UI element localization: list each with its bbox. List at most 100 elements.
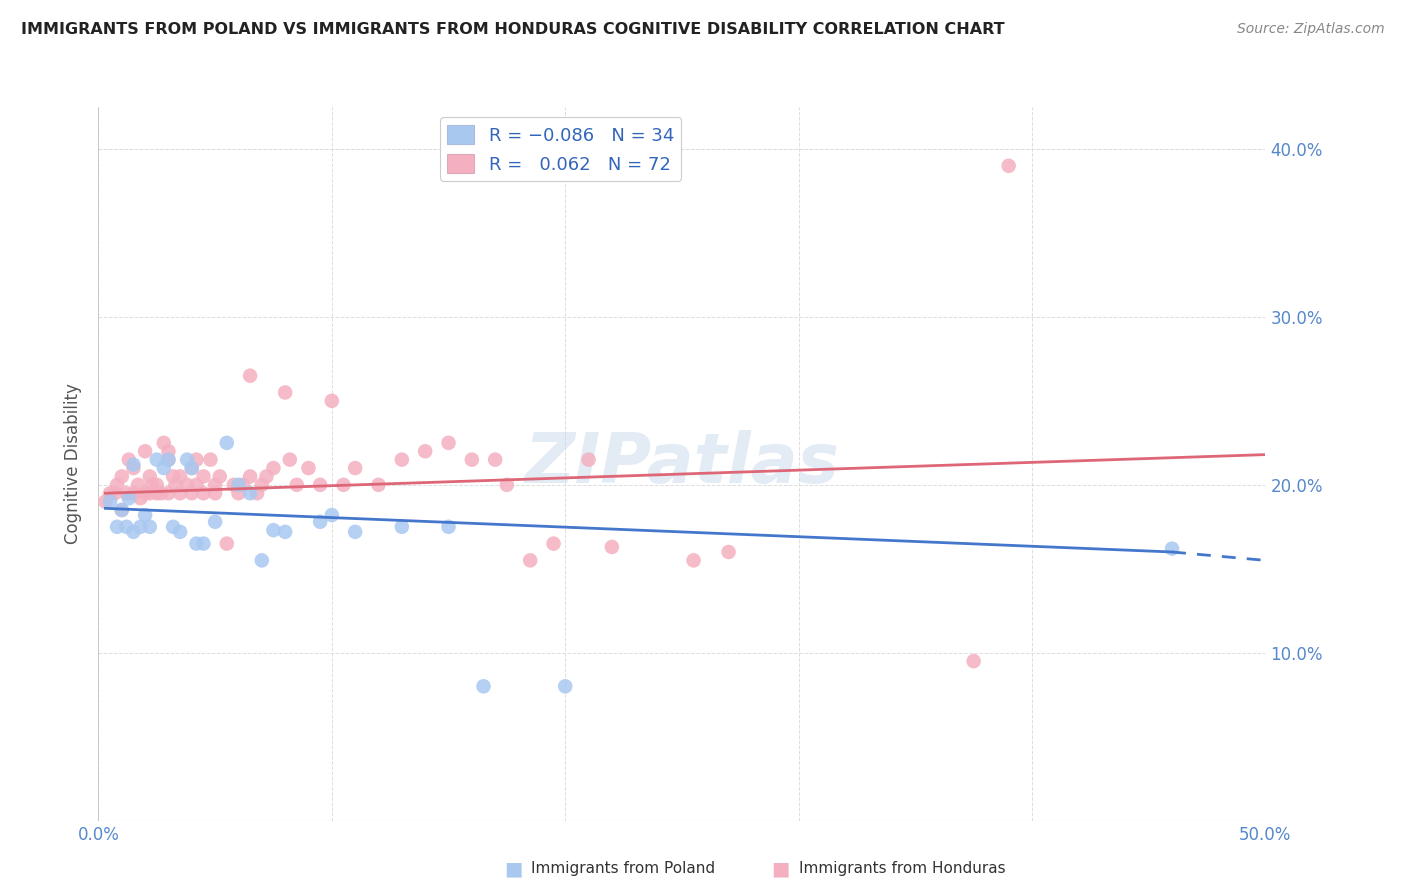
Point [127,478,149,492]
Point [134,444,156,458]
Point [297,461,319,475]
Point [122,458,145,472]
Point [391,452,413,467]
Point [146,486,169,500]
Point [962,654,984,668]
Point [118,452,141,467]
Point [274,385,297,400]
Point [332,478,354,492]
Point [146,478,169,492]
Point [208,469,231,483]
Point [157,452,180,467]
Point [437,435,460,450]
Point [152,435,174,450]
Point [98,494,121,508]
Point [682,553,704,567]
Point [246,486,269,500]
Point [122,461,145,475]
Point [118,491,141,506]
Point [115,486,138,500]
Point [600,540,623,554]
Point [193,469,215,483]
Y-axis label: Cognitive Disability: Cognitive Disability [65,384,83,544]
Point [134,486,156,500]
Point [105,478,128,492]
Point [122,524,145,539]
Point [146,452,169,467]
Point [344,524,367,539]
Text: Immigrants from Poland: Immigrants from Poland [531,862,716,876]
Point [519,553,541,567]
Point [204,486,226,500]
Point [141,478,163,492]
Point [461,452,484,467]
Point [1161,541,1184,556]
Point [200,452,222,467]
Point [262,461,284,475]
Point [180,461,202,475]
Point [344,461,367,475]
Point [391,520,413,534]
Point [232,478,254,492]
Point [111,469,134,483]
Point [717,545,740,559]
Point [215,536,238,550]
Point [157,486,180,500]
Point [250,478,273,492]
Point [367,478,389,492]
Point [321,508,343,522]
Point [472,679,495,693]
Point [495,478,517,492]
Point [186,452,208,467]
Point [262,523,284,537]
Point [437,520,460,534]
Point [321,393,343,408]
Point [204,515,226,529]
Point [157,452,180,467]
Point [162,469,184,483]
Point [129,491,152,506]
Point [193,486,215,500]
Point [111,503,134,517]
Point [157,444,180,458]
Point [169,469,191,483]
Text: ■: ■ [503,859,523,879]
Point [152,461,174,475]
Point [169,486,191,500]
Point [180,461,202,475]
Point [997,159,1019,173]
Point [180,486,202,500]
Point [285,478,308,492]
Point [186,478,208,492]
Point [215,435,238,450]
Point [239,368,262,383]
Point [134,508,156,522]
Point [98,486,121,500]
Point [115,520,138,534]
Text: Immigrants from Honduras: Immigrants from Honduras [799,862,1005,876]
Point [94,494,117,508]
Point [176,452,198,467]
Point [239,486,262,500]
Point [176,478,198,492]
Point [139,469,162,483]
Text: ZIPatlas: ZIPatlas [524,430,839,498]
Point [413,444,436,458]
Point [104,486,127,500]
Point [162,520,184,534]
Point [105,520,128,534]
Point [228,478,250,492]
Point [278,452,301,467]
Point [239,469,262,483]
Point [150,486,173,500]
Point [111,503,134,517]
Legend: R = −0.086   N = 34, R =   0.062   N = 72: R = −0.086 N = 34, R = 0.062 N = 72 [440,118,682,181]
Point [309,478,332,492]
Point [169,524,191,539]
Point [186,536,208,550]
Point [122,486,145,500]
Point [129,520,152,534]
Point [578,452,600,467]
Point [204,478,226,492]
Point [274,524,297,539]
